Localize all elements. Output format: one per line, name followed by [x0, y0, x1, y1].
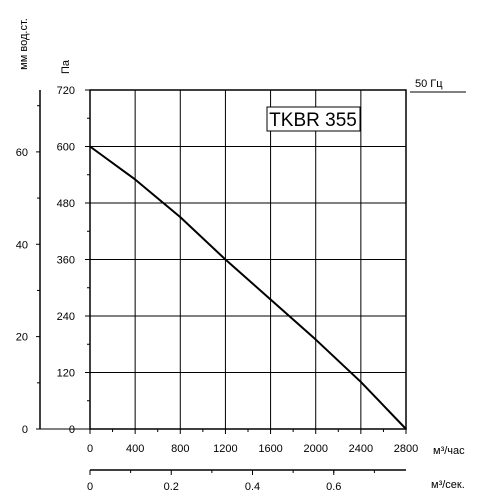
y-tick-label: 120: [57, 368, 75, 380]
x-tick-label: 0: [87, 443, 93, 455]
chart-title-box: TKBR 355: [266, 106, 361, 132]
frequency-label-group: 50 Гц: [410, 78, 466, 93]
x-tick-label: 2000: [303, 443, 327, 455]
data-point: [134, 178, 136, 181]
data-point: [224, 258, 227, 261]
frequency-label: 50 Гц: [415, 78, 443, 90]
data-point: [405, 428, 407, 430]
x-tick-label: 800: [171, 443, 189, 455]
data-point: [360, 381, 362, 383]
x2-tick-label: 0: [87, 481, 93, 493]
x2-tick-label: 0.2: [164, 481, 179, 493]
y-tick-label: 600: [57, 142, 75, 154]
y-left-unit-label: мм вод.ст.: [18, 18, 30, 70]
x-tick-label: 2800: [394, 443, 418, 455]
y-tick-label: 360: [57, 255, 75, 267]
series: [89, 145, 407, 430]
y-tick-label: 240: [57, 311, 75, 323]
y-tick-label: 0: [69, 424, 75, 436]
x-tick-label: 2400: [349, 443, 373, 455]
x-tick-label: 1200: [213, 443, 237, 455]
x-unit-label: м³/час: [433, 445, 465, 457]
y-left-tick-label: 20: [16, 332, 28, 344]
y-left-tick-label: 60: [16, 147, 28, 159]
x-tick-label: 1600: [258, 443, 282, 455]
y-left-tick-label: 0: [22, 424, 28, 436]
x-tick-label: 400: [126, 443, 144, 455]
chart-title: TKBR 355: [269, 110, 357, 131]
x2-tick-label: 0.4: [245, 481, 260, 493]
x2-unit-label: м³/сек.: [431, 479, 465, 491]
data-point: [269, 298, 272, 301]
y-tick-label: 720: [57, 85, 75, 97]
data-point: [89, 145, 91, 148]
series-line: [89, 145, 407, 430]
data-point: [179, 216, 182, 218]
x2-tick-label: 0.6: [326, 481, 341, 493]
y-left-tick-label: 40: [16, 239, 28, 251]
y-tick-label: 480: [57, 198, 75, 210]
data-point: [314, 338, 317, 341]
y-unit-label: Па: [60, 59, 72, 74]
grid: [90, 90, 406, 429]
